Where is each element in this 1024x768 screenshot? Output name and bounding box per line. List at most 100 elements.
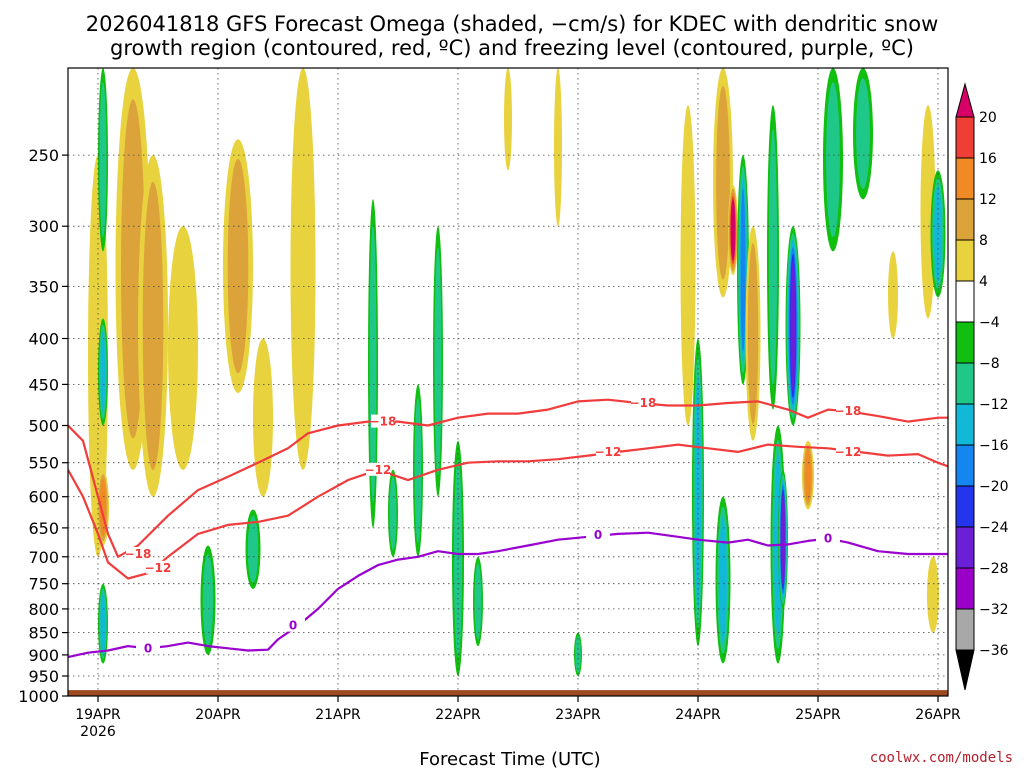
omega-cell	[719, 516, 727, 644]
x-tick-label: 25APR	[795, 707, 841, 723]
omega-cell	[694, 375, 702, 610]
colorbar-swatch	[955, 157, 975, 200]
colorbar-swatch	[955, 649, 975, 691]
colorbar-swatch	[955, 321, 975, 364]
y-tick-label: 550	[28, 454, 59, 473]
x-tick-label: 23APR	[555, 707, 601, 723]
y-tick-label: 500	[28, 417, 59, 436]
omega-cell	[780, 493, 786, 585]
omega-cell	[826, 82, 840, 238]
colorbar-tick-label: 4	[979, 274, 988, 290]
chart-title-line-1: 2026041818 GFS Forecast Omega (shaded, −…	[86, 12, 939, 36]
x-tick-label: 19APR	[75, 707, 121, 723]
colorbar-tick-label: −8	[979, 356, 1000, 372]
colorbar-tick-label: −12	[979, 397, 1009, 413]
y-tick-label: 650	[28, 519, 59, 538]
colorbar-swatch	[955, 485, 975, 528]
omega-cell	[740, 188, 746, 352]
colorbar-swatch	[955, 239, 975, 282]
omega-cell	[888, 251, 898, 339]
omega-cell	[856, 78, 870, 189]
omega-cell	[247, 515, 259, 583]
y-tick-label: 300	[28, 217, 59, 236]
omega-cell	[202, 554, 214, 647]
contour-label: 0	[144, 641, 152, 655]
omega-cell	[99, 82, 107, 238]
x-tick-label: 21APR	[315, 707, 361, 723]
contour-label: 0	[594, 528, 602, 542]
omega-cell	[369, 225, 377, 503]
omega-cell	[804, 449, 812, 502]
x-tick-label: 26APR	[915, 707, 961, 723]
colorbar-swatch	[955, 608, 975, 651]
plot-frame	[67, 67, 949, 697]
x-axis-label: Forecast Time (UTC)	[419, 749, 600, 768]
omega-cell	[927, 556, 939, 633]
omega-cell	[227, 159, 249, 374]
colorbar-tick-label: 20	[979, 110, 997, 126]
omega-cell	[716, 85, 730, 280]
x-tick-label: 22APR	[435, 707, 481, 723]
omega-cell	[142, 181, 164, 470]
contour-label-bg	[281, 618, 305, 632]
omega-cell	[414, 397, 422, 544]
colorbar-tick-label: −24	[979, 520, 1009, 536]
colorbar-swatch	[955, 444, 975, 487]
contour-label: −18	[835, 404, 862, 418]
omega-cell	[168, 226, 198, 470]
chart-title-line-2: growth region (contoured, red, ºC) and f…	[110, 36, 914, 60]
credit-text: coolwx.com/models	[870, 750, 1013, 766]
contour-label: −12	[595, 445, 622, 459]
ground-surface	[68, 690, 948, 696]
colorbar-tick-label: −20	[979, 479, 1009, 495]
contour-label-bg	[371, 414, 395, 428]
colorbar-tick-label: 12	[979, 192, 997, 208]
omega-cell	[474, 563, 482, 640]
colorbar-tick-label: −36	[979, 643, 1009, 659]
colorbar-swatch	[955, 82, 975, 118]
contour-label-bg	[836, 444, 860, 458]
colorbar-swatch	[955, 526, 975, 569]
contour-label: −12	[145, 561, 172, 575]
contour-label-bg	[126, 547, 150, 560]
contour-label: −18	[630, 396, 657, 410]
omega-cell	[100, 593, 106, 654]
y-tick-label: 600	[28, 488, 59, 507]
y-tick-label: 350	[28, 277, 59, 296]
contour-line	[68, 531, 948, 659]
colorbar-swatch	[955, 280, 975, 323]
colorbar-swatch	[955, 116, 975, 159]
colorbar-tick-label: 8	[979, 233, 988, 249]
contour-line	[68, 398, 948, 558]
omega-cell	[730, 199, 736, 261]
omega-cell	[434, 247, 442, 476]
x-tick-sublabel: 2026	[80, 724, 116, 740]
contour-label-bg	[366, 462, 390, 476]
omega-cell	[680, 105, 696, 426]
omega-cell	[790, 260, 796, 391]
colorbar-swatch	[955, 198, 975, 241]
contour-label: 0	[824, 532, 832, 546]
contour-label: −18	[370, 415, 397, 429]
colorbar-swatch	[955, 362, 975, 405]
colorbar-tick-label: 16	[979, 151, 997, 167]
contour-label: −18	[125, 547, 152, 561]
omega-shading	[88, 68, 946, 676]
omega-cell	[88, 155, 108, 557]
omega-cell	[100, 331, 106, 413]
y-tick-label: 400	[28, 330, 59, 349]
y-tick-label: 800	[28, 600, 59, 619]
colorbar-swatch	[955, 403, 975, 446]
contour-label: −12	[835, 445, 862, 459]
omega-cell	[389, 476, 397, 550]
omega-cell	[554, 68, 562, 227]
y-tick-label: 750	[28, 575, 59, 594]
contour-label: −12	[365, 463, 392, 477]
contour-label-bg	[586, 528, 610, 541]
y-tick-label: 450	[28, 375, 59, 394]
x-tick-label: 24APR	[675, 707, 721, 723]
contour-label: 0	[289, 619, 297, 633]
